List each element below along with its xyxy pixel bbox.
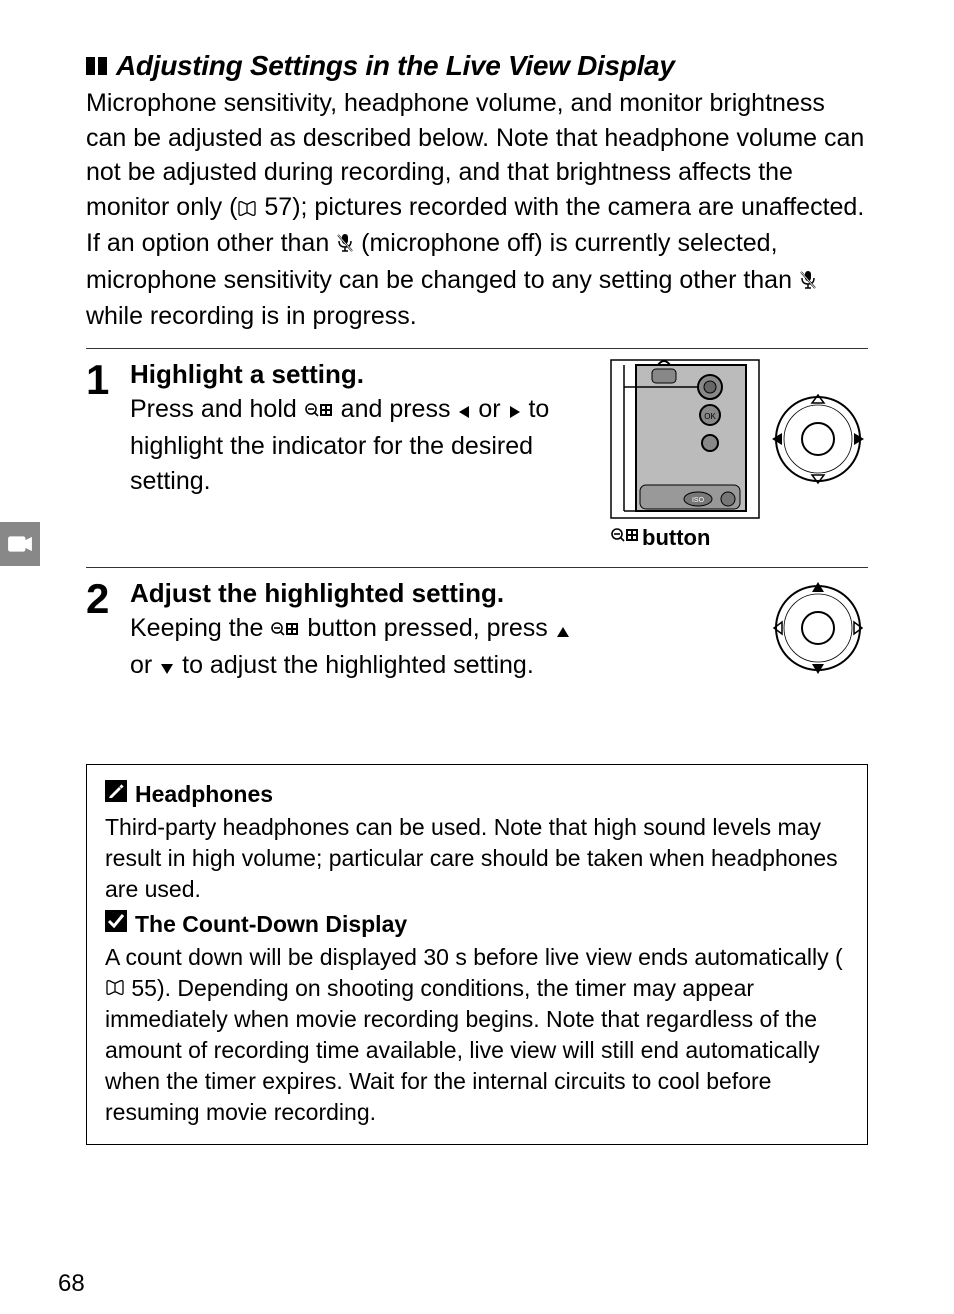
step-2-figure [768, 578, 868, 683]
intro-paragraph: Microphone sensitivity, headphone volume… [86, 86, 868, 334]
countdown-note-heading: The Count-Down Display [105, 909, 849, 940]
right-arrow-icon [508, 395, 522, 430]
step-1-figure: OK ISO [610, 359, 868, 551]
step-1-title: Highlight a setting. [130, 359, 596, 390]
divider [86, 348, 868, 349]
left-arrow-icon [457, 395, 471, 430]
check-note-icon [105, 909, 127, 940]
headphones-note-title: Headphones [135, 779, 273, 810]
svg-text:OK: OK [704, 412, 716, 421]
step-2-title: Adjust the highlighted setting. [130, 578, 754, 609]
step-1-number: 1 [86, 359, 116, 401]
countdown-note-body: A count down will be displayed 30 s befo… [105, 942, 849, 1128]
step2-text-d: to adjust the highlighted setting. [175, 651, 534, 679]
up-arrow-icon [555, 614, 571, 649]
divider-2 [86, 567, 868, 568]
step1-text-a: Press and hold [130, 395, 304, 423]
down-arrow-icon [159, 651, 175, 686]
intro-text-4: while recording is in progress. [86, 302, 417, 330]
multi-selector-ud-icon [768, 578, 868, 678]
page-ref-icon [237, 192, 257, 227]
step2-text-b: button pressed, press [300, 614, 554, 642]
page-number: 68 [58, 1270, 85, 1298]
step-2-number: 2 [86, 578, 116, 620]
headphones-note-body: Third-party headphones can be used. Note… [105, 812, 849, 905]
zoom-out-thumbnail-icon [304, 395, 334, 430]
pencil-note-icon [105, 779, 127, 810]
step1-text-c: or [471, 395, 507, 423]
step2-text-a: Keeping the [130, 614, 270, 642]
countdown-body-b: 55). Depending on shooting conditions, t… [105, 975, 820, 1125]
step-2-text: Keeping the button pressed, press or to … [130, 611, 590, 686]
notes-box: Headphones Third-party headphones can be… [86, 764, 868, 1146]
countdown-body-a: A count down will be displayed 30 s befo… [105, 944, 843, 970]
section-title: Adjusting Settings in the Live View Disp… [116, 50, 675, 82]
camera-back-illustration: OK ISO [610, 359, 760, 519]
step1-caption-text: button [642, 525, 710, 551]
mic-off-icon-2 [799, 265, 817, 300]
heading-prefix-icon [86, 55, 110, 77]
step-1-caption: button [610, 525, 868, 551]
headphones-note-heading: Headphones [105, 779, 849, 810]
multi-selector-lr-icon [768, 389, 868, 489]
page-ref-icon-2 [105, 975, 125, 1001]
step2-text-c: or [130, 651, 159, 679]
svg-text:ISO: ISO [692, 497, 705, 504]
zoom-out-thumbnail-icon-caption [610, 525, 640, 551]
mic-off-icon [336, 228, 354, 263]
step1-text-b: and press [334, 395, 458, 423]
section-heading: Adjusting Settings in the Live View Disp… [86, 50, 868, 82]
step-2: 2 Adjust the highlighted setting. Keepin… [86, 574, 868, 694]
step-1-text: Press and hold and press or to highlight… [130, 392, 590, 499]
zoom-out-thumbnail-icon-2 [270, 614, 300, 649]
step-1: 1 Highlight a setting. Press and hold an… [86, 355, 868, 559]
countdown-note-title: The Count-Down Display [135, 909, 407, 940]
